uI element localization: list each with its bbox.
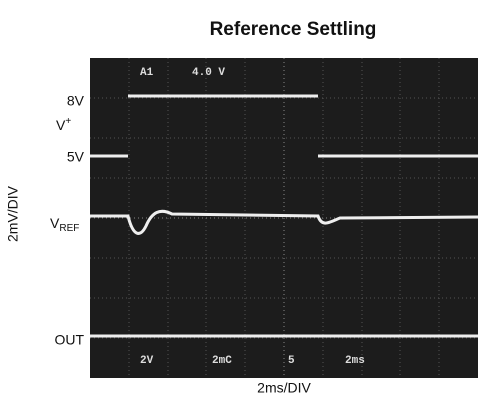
- scope-text: 5: [288, 355, 295, 367]
- label-vplus: V+: [56, 116, 71, 133]
- x-axis-label: 2ms/DIV: [257, 380, 311, 396]
- scope-text: 2ms: [345, 355, 365, 367]
- scope-text: 2V: [140, 355, 154, 367]
- scope-text: 4.0 V: [192, 67, 225, 79]
- y-axis-label: 2mV/DIV: [5, 185, 21, 242]
- scope-text: A1: [140, 67, 154, 79]
- page: Reference Settling A1 4.0 V 2V 2mC 5 2ms…: [0, 0, 478, 399]
- label-vref: VREF: [50, 215, 79, 234]
- label-5v: 5V: [67, 149, 85, 165]
- label-out: OUT: [54, 332, 84, 348]
- label-sub: REF: [59, 223, 79, 234]
- scope-text: 2mC: [212, 355, 232, 367]
- label-sup: +: [65, 116, 71, 127]
- label-8v: 8V: [67, 93, 85, 109]
- title: Reference Settling: [210, 19, 377, 40]
